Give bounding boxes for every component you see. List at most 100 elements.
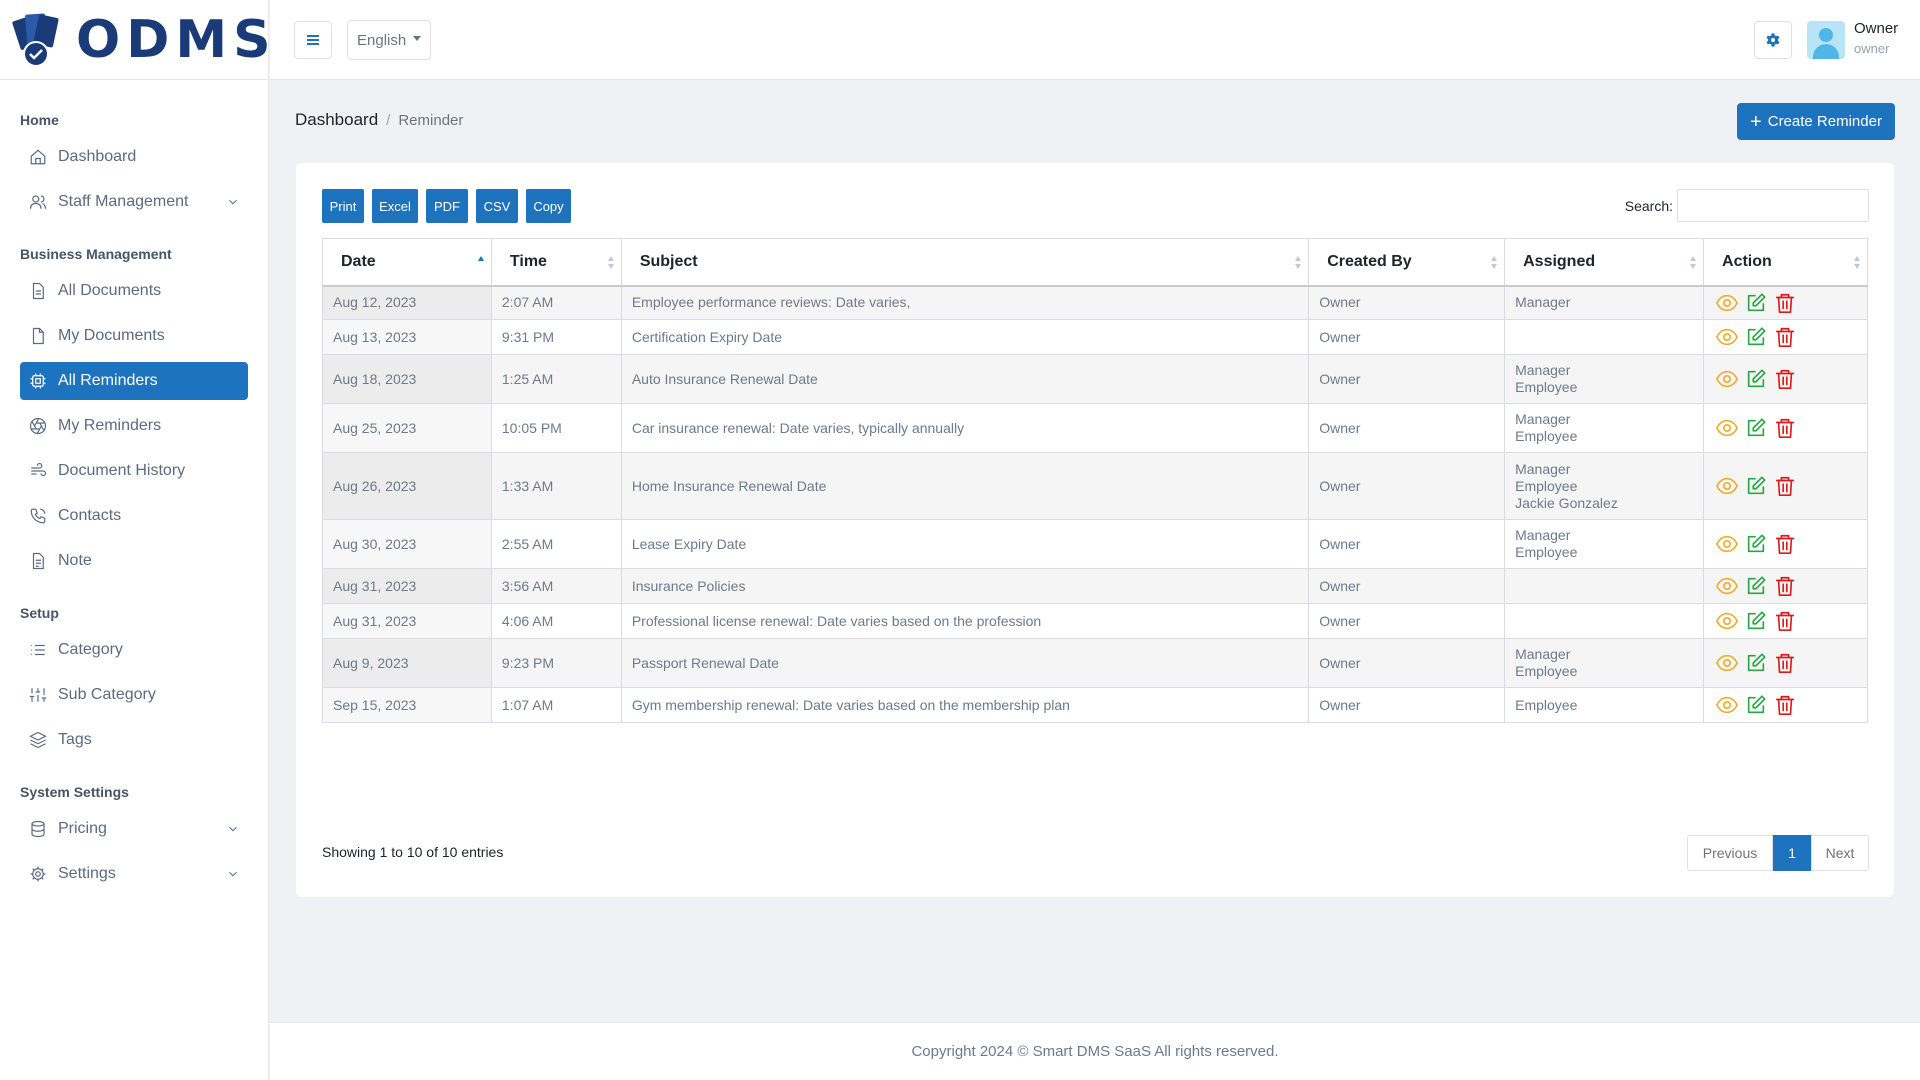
sidebar-item-contacts[interactable]: Contacts: [20, 497, 248, 535]
sidebar-item-note[interactable]: Note: [20, 542, 248, 580]
cell-subject: Gym membership renewal: Date varies base…: [620, 687, 1310, 723]
view-icon[interactable]: [1714, 531, 1740, 557]
print-button[interactable]: Print: [322, 189, 364, 223]
pdf-button[interactable]: PDF: [426, 189, 468, 223]
cell-action: [1703, 354, 1868, 404]
cell-assigned: Manager Employee: [1504, 403, 1705, 453]
next-page-button[interactable]: Next: [1811, 835, 1869, 871]
sidebar-item-label: Note: [58, 552, 92, 569]
settings-button[interactable]: [1754, 21, 1792, 59]
cell-time-text: 1:33 AM: [501, 477, 554, 494]
column-header-action[interactable]: Action: [1703, 238, 1868, 287]
menu-toggle-button[interactable]: [294, 21, 332, 59]
cell-action: [1703, 687, 1868, 723]
column-header-date[interactable]: Date: [322, 238, 492, 287]
excel-button[interactable]: Excel: [372, 189, 418, 223]
cell-date: Aug 31, 2023: [322, 568, 492, 604]
view-icon[interactable]: [1714, 415, 1740, 441]
table-row: Aug 25, 2023 10:05 PM Car insurance renewa…: [322, 403, 1868, 453]
sidebar-item-sub-category[interactable]: Sub Category: [20, 676, 248, 714]
sidebar-item-all-reminders[interactable]: All Reminders: [20, 362, 248, 400]
cell-time: 9:23 PM: [490, 638, 622, 688]
edit-icon[interactable]: [1743, 473, 1769, 499]
language-select[interactable]: English: [347, 20, 431, 60]
copy-button[interactable]: Copy: [526, 189, 571, 223]
sidebar-item-pricing[interactable]: Pricing: [20, 810, 248, 848]
edit-icon[interactable]: [1743, 366, 1769, 392]
delete-icon[interactable]: [1772, 692, 1798, 718]
view-icon[interactable]: [1714, 573, 1740, 599]
breadcrumb: Dashboard / Reminder: [295, 110, 463, 130]
cell-subject-text: Passport Renewal Date: [631, 654, 779, 671]
column-header-subject[interactable]: Subject: [620, 238, 1310, 287]
sidebar: ODMS Home Dashboard Staff Management Bus…: [0, 0, 271, 1080]
cell-assigned: Manager Employee: [1504, 354, 1705, 404]
delete-icon[interactable]: [1772, 531, 1798, 557]
delete-icon[interactable]: [1772, 473, 1798, 499]
previous-page-button[interactable]: Previous: [1687, 835, 1773, 871]
database-icon: [28, 819, 48, 839]
sidebar-item-staff-management[interactable]: Staff Management: [20, 183, 248, 221]
sidebar-item-all-documents[interactable]: All Documents: [20, 272, 248, 310]
phone-icon: [28, 506, 48, 526]
assigned-name: Employee: [1515, 544, 1578, 560]
column-header-time[interactable]: Time: [490, 238, 622, 287]
sidebar-item-category[interactable]: Category: [20, 631, 248, 669]
cell-time: 2:55 AM: [490, 519, 622, 569]
cell-time: 3:56 AM: [490, 568, 622, 604]
reminder-icon: [28, 371, 48, 391]
edit-icon[interactable]: [1743, 324, 1769, 350]
column-header-created-by[interactable]: Created By: [1308, 238, 1506, 287]
column-header-assigned[interactable]: Assigned: [1504, 238, 1705, 287]
edit-icon[interactable]: [1743, 573, 1769, 599]
create-reminder-label: Create Reminder: [1767, 113, 1882, 130]
edit-icon[interactable]: [1743, 608, 1769, 634]
sidebar-item-my-reminders[interactable]: My Reminders: [20, 407, 248, 445]
user-name[interactable]: Owner: [1854, 20, 1899, 37]
cell-date: Sep 15, 2023: [322, 687, 492, 723]
sidebar-item-dashboard[interactable]: Dashboard: [20, 138, 248, 176]
logo[interactable]: ODMS: [0, 0, 271, 80]
view-icon[interactable]: [1714, 650, 1740, 676]
sidebar-item-my-documents[interactable]: My Documents: [20, 317, 248, 355]
page-1-button[interactable]: 1: [1773, 835, 1811, 871]
entries-info: Showing 1 to 10 of 10 entries: [322, 844, 504, 860]
delete-icon[interactable]: [1772, 366, 1798, 392]
view-icon[interactable]: [1714, 324, 1740, 350]
search-input[interactable]: [1677, 189, 1869, 222]
edit-icon[interactable]: [1743, 290, 1769, 316]
users-icon: [28, 192, 48, 212]
delete-icon[interactable]: [1772, 290, 1798, 316]
edit-icon[interactable]: [1743, 650, 1769, 676]
view-icon[interactable]: [1714, 692, 1740, 718]
delete-icon[interactable]: [1772, 324, 1798, 350]
edit-icon[interactable]: [1743, 692, 1769, 718]
sidebar-item-tags[interactable]: Tags: [20, 721, 248, 759]
delete-icon[interactable]: [1772, 608, 1798, 634]
sidebar-item-settings[interactable]: Settings: [20, 855, 248, 893]
create-reminder-button[interactable]: + Create Reminder: [1737, 103, 1895, 140]
cell-date-text: Aug 30, 2023: [333, 535, 417, 552]
delete-icon[interactable]: [1772, 650, 1798, 676]
reminders-table: Date Time Subject Created By Assigned Ac…: [322, 238, 1868, 723]
delete-icon[interactable]: [1772, 415, 1798, 441]
cell-subject: Auto Insurance Renewal Date: [620, 354, 1310, 404]
row-actions: [1714, 692, 1857, 718]
sidebar-item-document-history[interactable]: Document History: [20, 452, 248, 490]
cell-assigned: [1504, 568, 1705, 604]
brand-name: ODMS: [76, 9, 277, 70]
view-icon[interactable]: [1714, 366, 1740, 392]
cell-created-by: Owner: [1308, 519, 1506, 569]
delete-icon[interactable]: [1772, 573, 1798, 599]
avatar[interactable]: [1807, 21, 1845, 59]
cell-date-text: Aug 25, 2023: [333, 419, 417, 436]
csv-button[interactable]: CSV: [476, 189, 518, 223]
edit-icon[interactable]: [1743, 531, 1769, 557]
view-icon[interactable]: [1714, 290, 1740, 316]
breadcrumb-dashboard-link[interactable]: Dashboard: [295, 110, 379, 129]
edit-icon[interactable]: [1743, 415, 1769, 441]
view-icon[interactable]: [1714, 608, 1740, 634]
cell-created-by-text: Owner: [1319, 294, 1361, 311]
view-icon[interactable]: [1714, 473, 1740, 499]
cell-subject: Professional license renewal: Date varie…: [620, 603, 1310, 639]
